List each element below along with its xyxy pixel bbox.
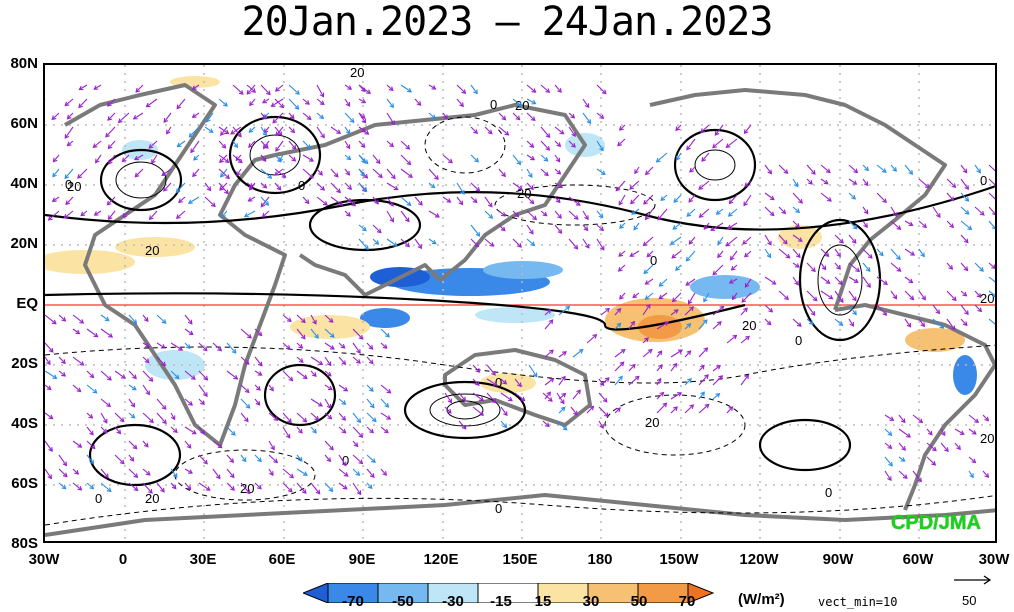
contour-label: 20 [145,491,159,506]
contour-label: 20 [145,243,159,258]
reference-vector-value: 50 [962,593,977,608]
contour-label: 0 [95,491,102,506]
contour-label: 0 [650,253,657,268]
coastline-antarctica [45,493,995,537]
colorbar [303,583,715,603]
colorbar-tick: -30 [442,593,464,610]
colorbar-tick: 30 [582,593,600,610]
vector-min-label: vect_min=10 [818,595,898,609]
contour-label: 0 [298,178,305,193]
contour-lines [45,115,995,526]
map-canvas: 20 0 0 20 20 0 20 20 0 20 0 0 0 20 20 0 … [45,65,995,541]
contour-label: 0 [342,453,349,468]
contour-label: 0 [495,501,502,516]
contour-label: 0 [495,375,502,390]
credit-label: CPD/JMA [890,512,981,534]
lat-label-60n: 60N [10,115,38,132]
reference-vector-arrow [954,575,992,585]
contour-label: 20 [742,318,756,333]
lon-label-150w: 150W [659,551,699,568]
lon-label-0: 0 [118,551,128,568]
negative-anomaly-region [953,355,977,395]
positive-anomaly-region [45,250,135,274]
anomaly-shading [45,76,977,395]
negative-anomaly-region [483,261,563,279]
colorbar-tick: 70 [678,593,696,610]
lat-label-20s: 20S [11,355,38,372]
colorbar-right-triangle [687,583,715,603]
positive-anomaly-region [905,328,965,352]
negative-anomaly-region [475,307,555,323]
coastline-asia [274,103,587,297]
lon-label-30e: 30E [189,551,217,568]
contour-label: 20 [980,431,994,446]
positive-anomaly-region [778,225,822,249]
map-plot: 20 0 0 20 20 0 20 20 0 20 0 0 0 20 20 0 … [43,63,997,543]
lat-label-40s: 40S [11,415,38,432]
lon-label-120e: 120E [423,551,459,568]
coastline-north-america [649,88,947,311]
coastline-south-america [834,303,995,511]
colorbar-tick: 15 [534,593,552,610]
colorbar-tick: -50 [392,593,414,610]
flux-vectors [45,84,995,496]
negative-anomaly-region [690,275,760,299]
contour-label: 0 [980,173,987,188]
contour-label: 20 [645,415,659,430]
map-title: 20Jan.2023 – 24Jan.2023 [241,0,774,45]
lon-label-30w: 30W [28,551,60,568]
lon-label-30w-east: 30W [978,551,1010,568]
colorbar-tick: -70 [342,593,364,610]
coastline-europe-africa [64,83,287,447]
lon-label-90w: 90W [822,551,854,568]
colorbar-tick: -15 [490,593,512,610]
lon-label-180: 180 [587,551,613,568]
lon-label-60e: 60E [268,551,296,568]
positive-anomaly-region [115,237,195,257]
lon-label-90e: 90E [348,551,376,568]
graticule [45,65,995,541]
lon-label-150e: 150E [502,551,538,568]
positive-anomaly-region [290,315,370,339]
lat-label-80n: 80N [10,55,38,72]
contour-label: 0 [825,485,832,500]
lon-label-120w: 120W [739,551,779,568]
colorbar-unit-label: (W/m²) [738,591,785,608]
lat-label-80s: 80S [11,535,38,552]
negative-anomaly-region [360,308,410,328]
colorbar-left-triangle [303,583,329,603]
contour-label: 0 [490,97,497,112]
lat-label-60s: 60S [11,475,38,492]
contour-label: 20 [515,98,529,113]
lat-label-20n: 20N [10,235,38,252]
contour-label: 20 [67,179,81,194]
lon-label-60w: 60W [902,551,934,568]
contour-label: 20 [240,481,254,496]
contour-label: 0 [795,333,802,348]
colorbar-tick: 50 [630,593,648,610]
lat-label-40n: 40N [10,175,38,192]
lat-label-eq: EQ [16,295,38,312]
contour-label: 20 [980,291,994,306]
contour-label: 20 [350,65,364,80]
contour-label: 0 [65,177,72,192]
